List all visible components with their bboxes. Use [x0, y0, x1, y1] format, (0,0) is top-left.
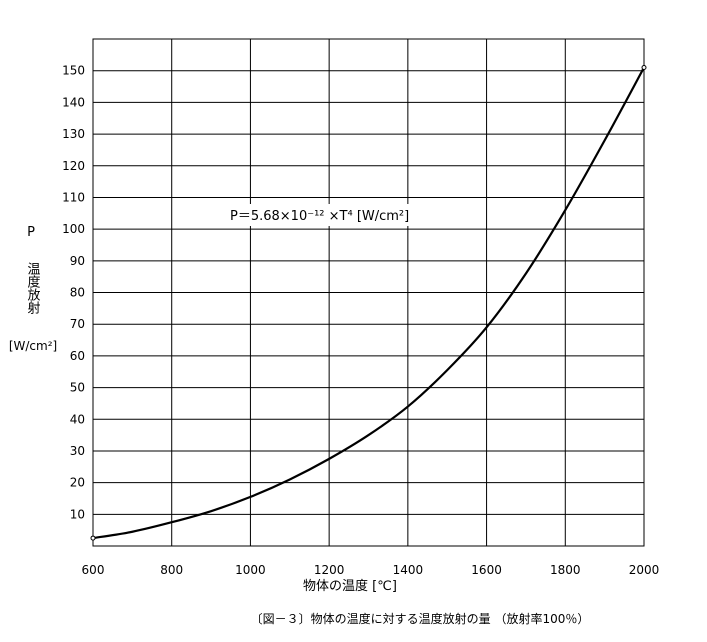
y-tick-label-30: 30: [70, 444, 85, 458]
x-tick-label-800: 800: [160, 563, 183, 577]
y-tick-label-110: 110: [62, 190, 85, 204]
figure-caption: 〔図－３〕物体の温度に対する温度放射の量 （放射率100％）: [251, 611, 590, 626]
series-endpoint-14: [641, 65, 647, 71]
x-tick-label-1000: 1000: [235, 563, 266, 577]
formula-annotation: P＝5.68×10⁻¹² ×T⁴ [W/cm²]: [230, 209, 409, 224]
y-tick-label-60: 60: [70, 349, 85, 363]
y-tick-label-120: 120: [62, 159, 85, 173]
x-axis-label: 物体の温度 [℃]: [303, 578, 397, 594]
y-axis-unit: [W/cm²]: [9, 339, 57, 353]
y-tick-label-100: 100: [62, 222, 85, 236]
y-tick-labels: 10 20 30 40 50 60 70 80 90 100 110 120 130 140 150: [62, 64, 85, 522]
x-tick-labels: 600 800 1000 1200 1400 1600 1800 2000: [82, 563, 660, 577]
x-tick-label-1400: 1400: [393, 563, 424, 577]
y-axis-symbol: P: [27, 225, 35, 240]
formula-background: [228, 204, 468, 226]
y-tick-label-90: 90: [70, 254, 85, 268]
x-tick-label-1800: 1800: [550, 563, 581, 577]
y-tick-label-140: 140: [62, 95, 85, 109]
series-line-0: [92, 66, 645, 540]
x-tick-label-2000: 2000: [629, 563, 660, 577]
y-tick-label-130: 130: [62, 127, 85, 141]
series: [90, 65, 647, 541]
y-tick-label-80: 80: [70, 286, 85, 300]
plot-frame: [92, 38, 645, 547]
y-tick-label-150: 150: [62, 64, 85, 78]
y-tick-label-10: 10: [70, 507, 85, 521]
x-tick-label-600: 600: [82, 563, 105, 577]
grid: [93, 39, 644, 546]
x-tick-label-1200: 1200: [314, 563, 345, 577]
y-axis-label: 温度放射: [25, 262, 41, 314]
y-tick-label-20: 20: [70, 476, 85, 490]
x-tick-label-1600: 1600: [471, 563, 502, 577]
y-tick-label-50: 50: [70, 381, 85, 395]
y-tick-label-40: 40: [70, 412, 85, 426]
series-endpoint-0: [90, 535, 96, 541]
y-tick-label-70: 70: [70, 317, 85, 331]
